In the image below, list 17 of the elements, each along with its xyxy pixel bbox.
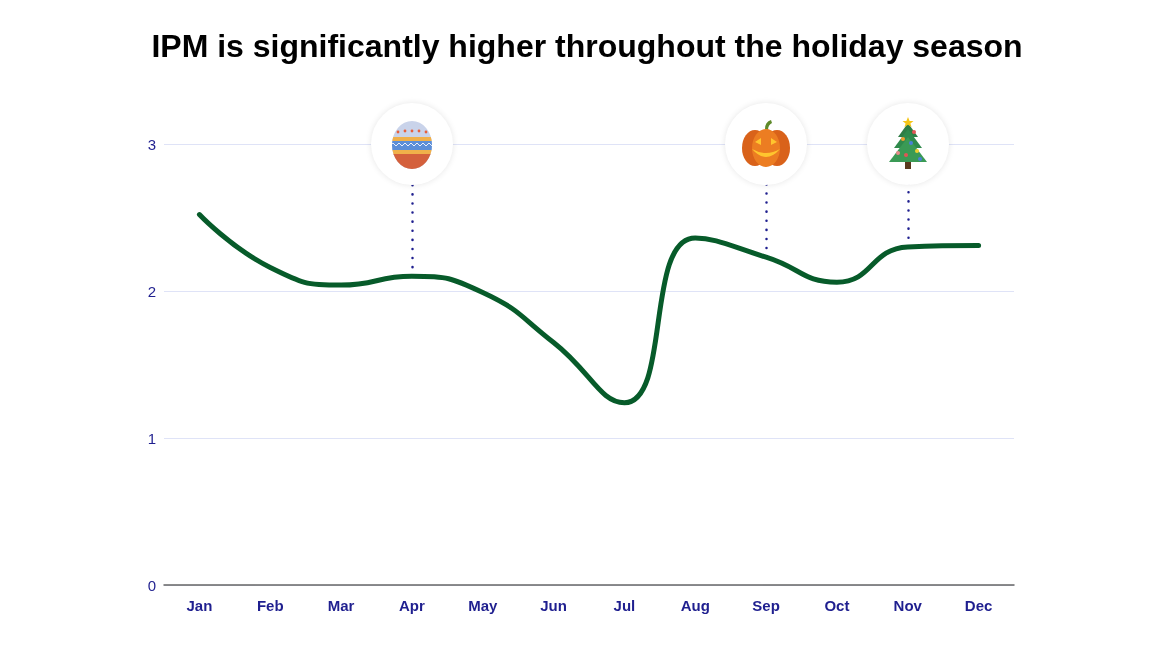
y-tick-label: 3 bbox=[147, 135, 156, 153]
x-tick-label: Apr bbox=[398, 597, 425, 614]
x-tick-label: Jul bbox=[613, 597, 636, 614]
x-tick-label: Aug bbox=[680, 597, 710, 614]
y-tick-label: 0 bbox=[147, 576, 156, 594]
x-tick-label: Feb bbox=[256, 597, 284, 614]
y-tick-label: 2 bbox=[147, 282, 156, 300]
x-tick-label: Sep bbox=[752, 597, 780, 614]
chart-title: IPM is significantly higher throughout the holiday season bbox=[151, 28, 1023, 64]
x-tick-label: Nov bbox=[893, 597, 923, 614]
x-tick-label: Oct bbox=[824, 597, 850, 614]
x-tick-label: Mar bbox=[327, 597, 355, 614]
x-tick-label: May bbox=[468, 597, 498, 614]
x-tick-label: Jun bbox=[540, 597, 567, 614]
x-tick-label: Jan bbox=[186, 597, 213, 614]
y-tick-label: 1 bbox=[147, 429, 156, 447]
x-tick-label: Dec bbox=[964, 597, 993, 614]
